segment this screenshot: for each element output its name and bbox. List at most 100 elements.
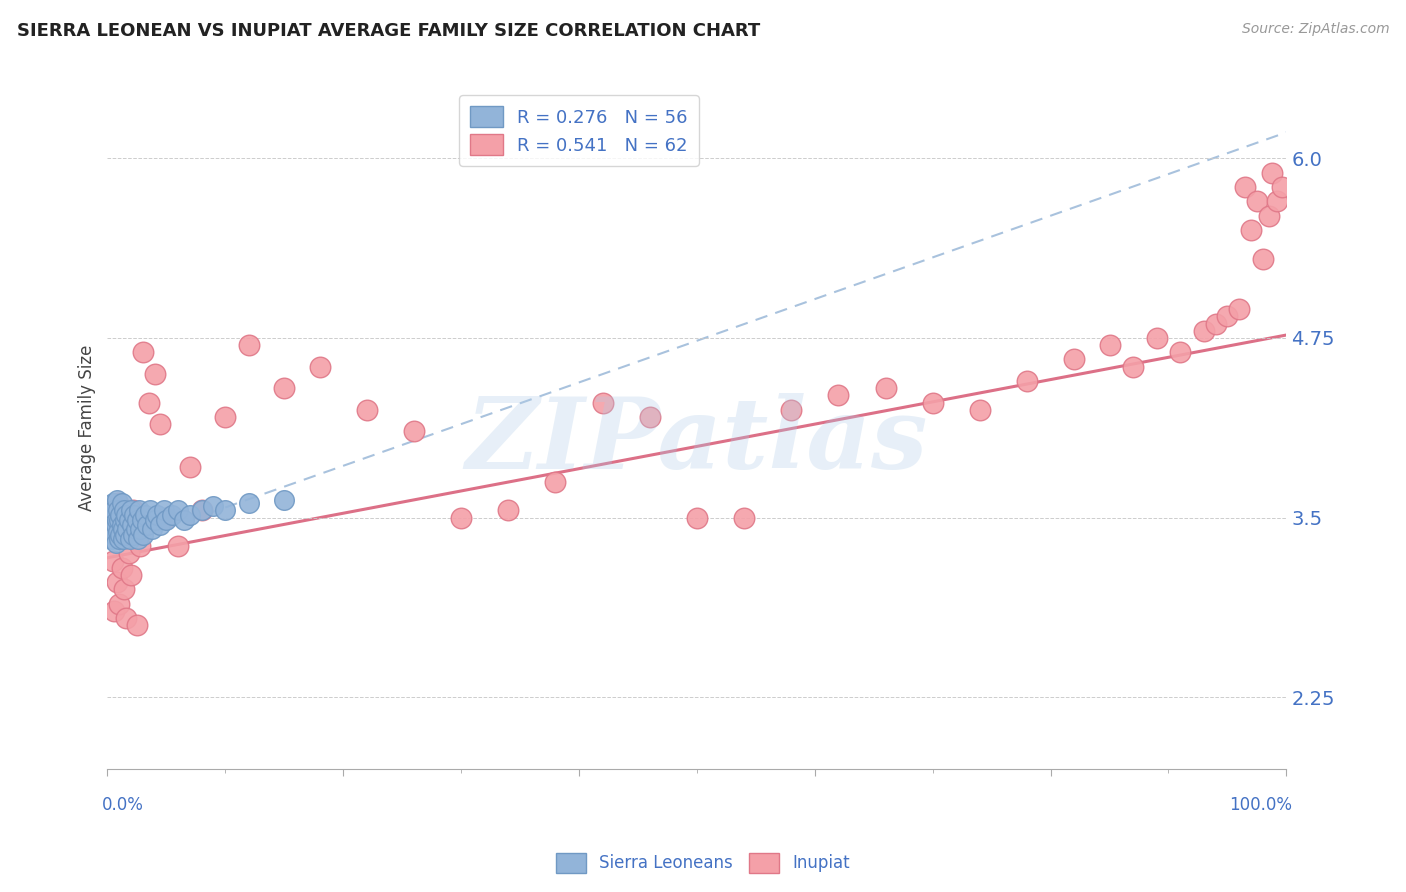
Point [108,532,131,546]
Point [104,536,127,550]
Point [179,460,201,475]
Point [686,510,709,524]
Point [450,510,472,524]
Point [273,493,295,508]
Point [127,532,149,546]
Point [969,402,991,417]
Point [1192,324,1215,338]
Point [103,528,125,542]
Point [129,539,152,553]
Point [308,359,330,374]
Point [103,604,125,618]
Point [402,425,425,439]
Point [122,528,145,542]
Point [136,517,159,532]
Point [238,338,260,352]
Point [202,499,225,513]
Point [1261,165,1284,179]
Point [190,503,212,517]
Point [103,503,125,517]
Point [104,517,127,532]
Point [496,503,519,517]
Text: 100.0%: 100.0% [1229,797,1292,814]
Point [146,508,169,522]
Point [1168,345,1191,359]
Point [122,503,145,517]
Text: ZIPatlas: ZIPatlas [465,393,928,490]
Point [101,532,124,546]
Point [733,510,755,524]
Point [120,568,142,582]
Point [110,532,132,546]
Point [111,503,134,517]
Point [110,508,132,522]
Point [104,517,127,532]
Point [110,528,132,542]
Point [134,508,156,522]
Point [1257,209,1279,223]
Point [117,510,139,524]
Point [121,517,143,532]
Point [107,496,129,510]
Point [214,503,236,517]
Point [1251,252,1274,266]
Point [108,513,131,527]
Point [167,539,190,553]
Point [114,513,136,527]
Point [129,522,152,536]
Point [124,508,146,522]
Text: 0.0%: 0.0% [101,797,143,814]
Point [544,475,567,489]
Point [179,508,201,522]
Point [112,582,135,597]
Point [149,417,172,431]
Point [827,388,849,402]
Point [110,517,132,532]
Legend: R = 0.276   N = 56, R = 0.541   N = 62: R = 0.276 N = 56, R = 0.541 N = 62 [460,95,699,166]
Point [153,503,176,517]
Text: SIERRA LEONEAN VS INUPIAT AVERAGE FAMILY SIZE CORRELATION CHART: SIERRA LEONEAN VS INUPIAT AVERAGE FAMILY… [17,22,761,40]
Point [190,503,212,517]
Point [1098,338,1121,352]
Point [100,510,122,524]
Point [125,618,148,632]
Point [155,513,177,527]
Point [1146,331,1168,345]
Point [875,381,897,395]
Point [1063,352,1085,367]
Point [1234,180,1257,194]
Point [1265,194,1288,209]
Point [238,496,260,510]
Point [108,597,131,611]
Point [1205,317,1227,331]
Point [1246,194,1268,209]
Text: Source: ZipAtlas.com: Source: ZipAtlas.com [1241,22,1389,37]
Point [114,524,136,539]
Point [592,395,614,409]
Point [1122,359,1144,374]
Point [132,528,155,542]
Point [117,547,139,561]
Point [115,508,138,522]
Point [638,409,661,424]
Point [105,493,128,508]
Point [105,575,128,590]
Point [167,503,190,517]
Point [111,522,134,536]
Point [155,510,177,524]
Point [780,402,803,417]
Point [1015,374,1038,388]
Point [107,503,129,517]
Point [112,503,135,517]
Point [117,522,139,536]
Point [115,611,138,625]
Point [139,503,162,517]
Point [103,522,125,536]
Point [1271,180,1294,194]
Legend: Sierra Leoneans, Inupiat: Sierra Leoneans, Inupiat [548,847,858,880]
Point [110,561,132,575]
Point [114,528,136,542]
Point [103,554,125,568]
Point [120,503,142,517]
Point [1227,302,1250,317]
